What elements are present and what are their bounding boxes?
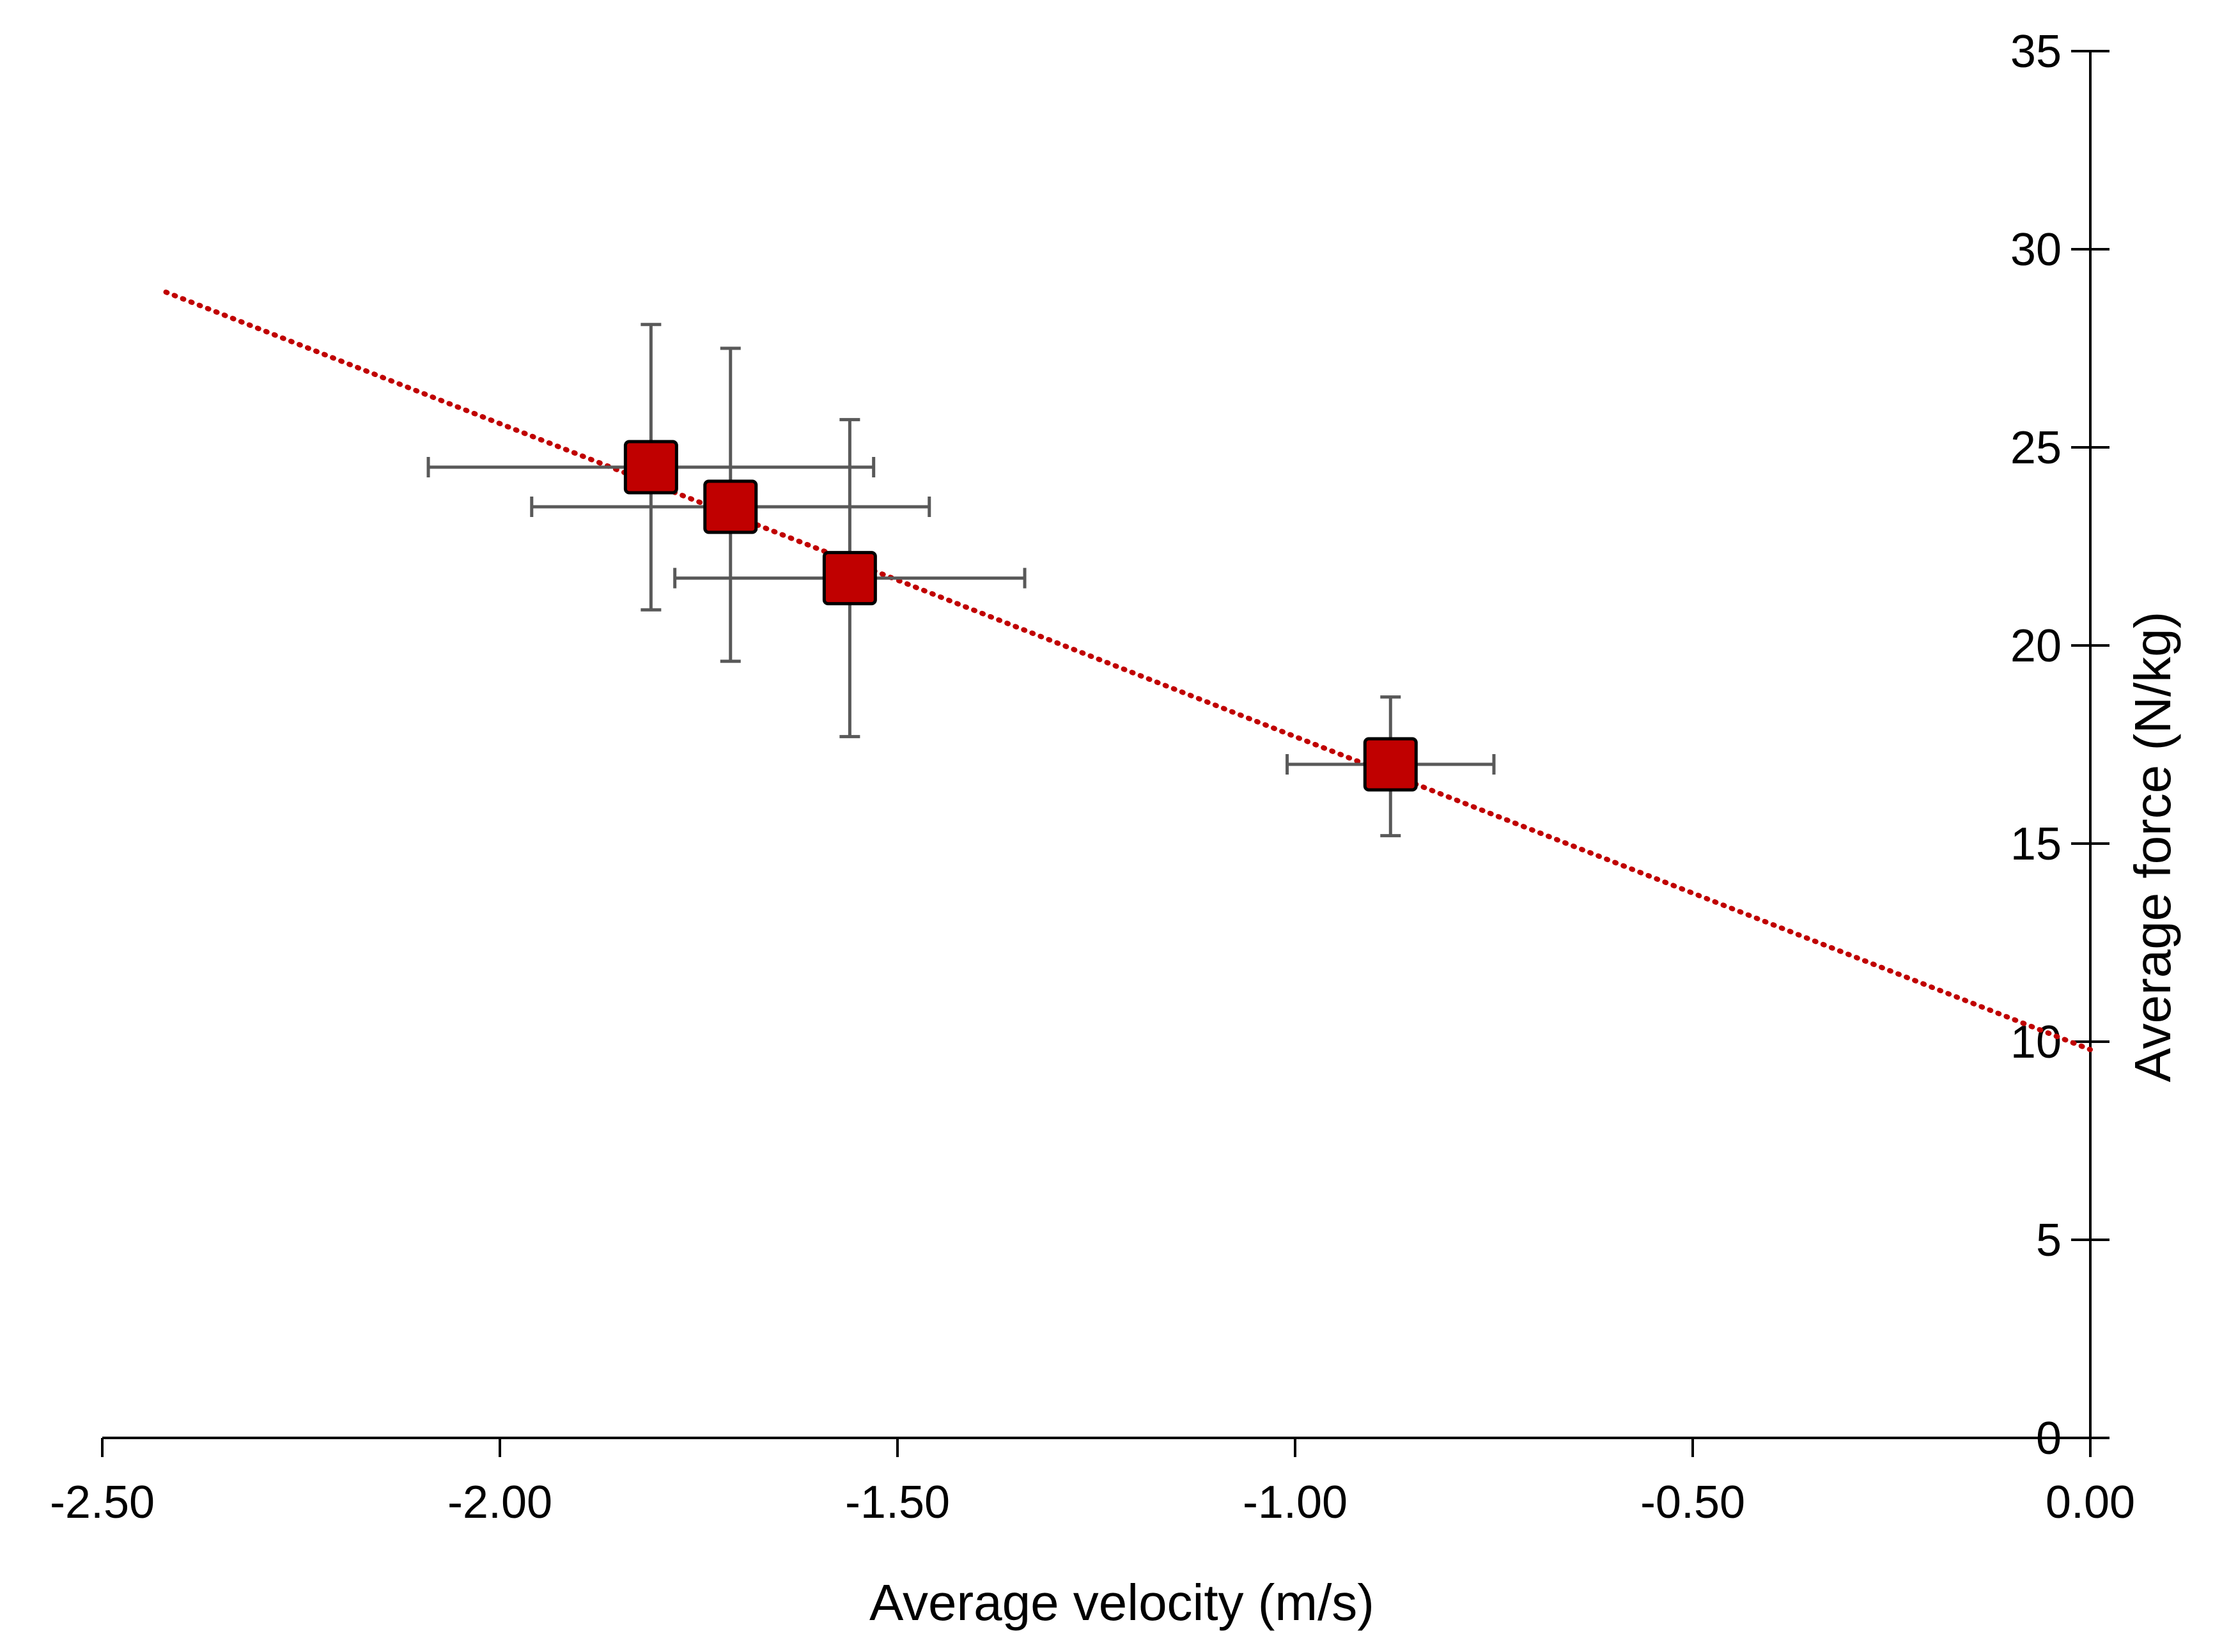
x-tick-label: -1.00 — [1243, 1477, 1348, 1528]
trendline — [163, 289, 2093, 1053]
data-point — [822, 551, 877, 606]
error-bars-layer — [426, 323, 1496, 838]
axes — [102, 51, 2109, 1439]
y-tick-label: 0 — [2036, 1413, 2062, 1464]
x-axis-title: Average velocity (m/s) — [869, 1574, 1374, 1631]
data-point — [703, 479, 758, 534]
y-tick-label: 10 — [2010, 1017, 2062, 1068]
trendline-layer — [163, 289, 2093, 1053]
y-tick-label: 35 — [2010, 26, 2062, 77]
y-tick-label: 30 — [2010, 224, 2062, 275]
x-tick-label: -2.50 — [50, 1477, 155, 1528]
x-tick-label: 0.00 — [2046, 1477, 2135, 1528]
x-tick-label: -0.50 — [1640, 1477, 1745, 1528]
data-points-layer — [623, 440, 1418, 792]
y-axis-title: Average force (N/kg) — [2124, 612, 2181, 1083]
y-tick-label: 15 — [2010, 819, 2062, 870]
y-tick-label: 20 — [2010, 621, 2062, 672]
x-ticks: -2.50 -2.00 -1.50 -1.00 -0.50 0.00 — [50, 1438, 2135, 1528]
y-tick-label: 25 — [2010, 422, 2062, 474]
y-ticks: 0 5 10 15 20 25 30 35 — [2010, 26, 2109, 1464]
x-tick-label: -2.00 — [447, 1477, 552, 1528]
data-point — [623, 440, 678, 495]
data-point — [1363, 737, 1418, 792]
x-tick-label: -1.50 — [845, 1477, 950, 1528]
y-tick-label: 5 — [2036, 1215, 2062, 1266]
